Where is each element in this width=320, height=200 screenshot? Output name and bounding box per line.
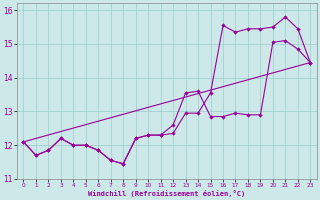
X-axis label: Windchill (Refroidissement éolien,°C): Windchill (Refroidissement éolien,°C): [88, 190, 245, 197]
